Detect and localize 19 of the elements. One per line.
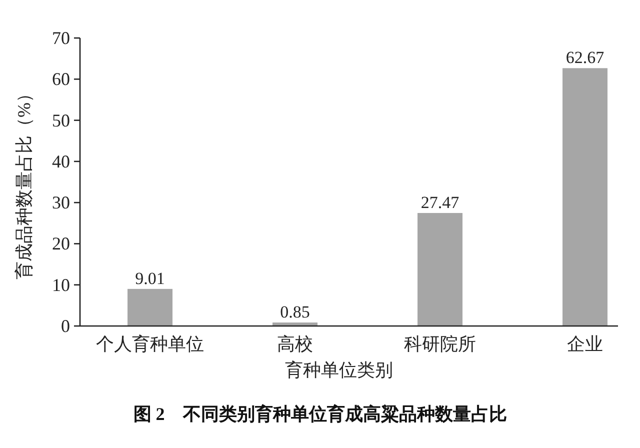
x-tick-label: 个人育种单位 (96, 334, 204, 354)
y-tick-label: 10 (52, 274, 70, 295)
data-label: 62.67 (566, 48, 605, 68)
y-tick-label: 70 (52, 28, 70, 48)
text: 图 2 不同类别育种单位育成高粱品种数量占比 (133, 403, 507, 424)
y-tick-label: 40 (52, 151, 70, 172)
y-tick-label: 20 (52, 234, 70, 254)
data-label: 9.01 (135, 268, 165, 288)
y-tick-label: 50 (52, 110, 70, 130)
y-tick-label: 0 (61, 316, 70, 336)
y-tick-label: 30 (52, 192, 70, 213)
x-axis-title: 育种单位类别 (285, 360, 393, 380)
x-tick-label: 高校 (277, 334, 313, 354)
x-tick-label: 企业 (567, 334, 603, 354)
y-axis-title: 育成品种数量占比（%） (14, 84, 34, 280)
y-tick-label: 60 (52, 69, 70, 90)
data-label: 0.85 (280, 302, 310, 322)
data-label: 27.47 (420, 192, 460, 212)
x-tick-label: 科研院所 (404, 334, 476, 354)
